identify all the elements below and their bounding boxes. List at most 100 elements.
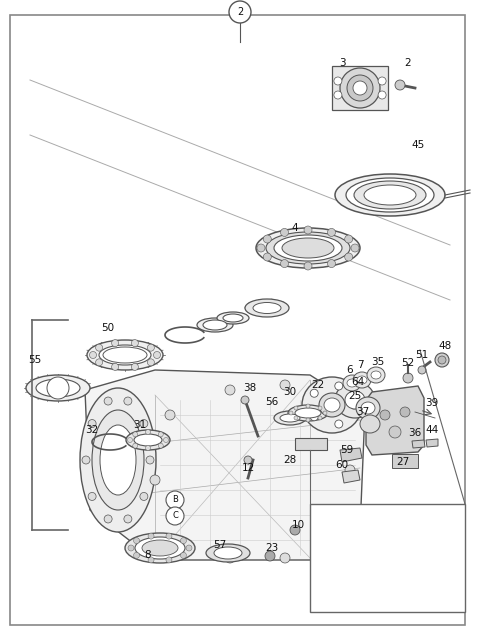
- Text: 59: 59: [340, 445, 354, 455]
- Ellipse shape: [361, 402, 375, 414]
- Circle shape: [280, 380, 290, 390]
- Ellipse shape: [282, 238, 334, 258]
- Text: 38: 38: [243, 383, 257, 393]
- Ellipse shape: [134, 434, 162, 446]
- Bar: [310, 504, 465, 612]
- Circle shape: [389, 426, 401, 438]
- Circle shape: [148, 557, 154, 563]
- Polygon shape: [340, 448, 362, 462]
- Ellipse shape: [288, 405, 328, 421]
- Text: 30: 30: [283, 387, 297, 397]
- Text: 31: 31: [133, 420, 146, 430]
- Text: 8: 8: [144, 550, 151, 560]
- Circle shape: [353, 81, 367, 95]
- Text: 36: 36: [408, 428, 421, 438]
- Text: 45: 45: [411, 140, 425, 150]
- Circle shape: [132, 364, 138, 371]
- Circle shape: [47, 377, 69, 399]
- Circle shape: [96, 344, 103, 351]
- Circle shape: [112, 364, 119, 371]
- Circle shape: [335, 395, 345, 405]
- Circle shape: [265, 551, 275, 561]
- Ellipse shape: [302, 377, 362, 433]
- Circle shape: [186, 545, 192, 551]
- Circle shape: [147, 344, 155, 351]
- Circle shape: [289, 411, 293, 415]
- Circle shape: [335, 382, 343, 390]
- Polygon shape: [85, 370, 365, 560]
- Text: 51: 51: [415, 350, 429, 360]
- Bar: [295, 438, 327, 450]
- Ellipse shape: [36, 379, 80, 397]
- Circle shape: [82, 456, 90, 464]
- Circle shape: [145, 445, 151, 451]
- Text: B: B: [172, 495, 178, 504]
- Text: 55: 55: [28, 355, 42, 365]
- Polygon shape: [342, 470, 360, 483]
- Ellipse shape: [353, 372, 371, 388]
- Circle shape: [104, 397, 112, 405]
- Circle shape: [89, 351, 96, 358]
- Circle shape: [124, 515, 132, 523]
- Circle shape: [124, 397, 132, 405]
- Text: 50: 50: [101, 323, 115, 333]
- Circle shape: [347, 75, 373, 101]
- Text: 25: 25: [348, 391, 361, 401]
- Circle shape: [280, 260, 288, 268]
- Text: 52: 52: [401, 358, 415, 368]
- Ellipse shape: [343, 375, 361, 391]
- Circle shape: [318, 406, 322, 410]
- Circle shape: [334, 91, 342, 99]
- Circle shape: [351, 244, 359, 252]
- Circle shape: [327, 228, 336, 236]
- Circle shape: [225, 553, 235, 563]
- Ellipse shape: [256, 228, 360, 268]
- Circle shape: [264, 235, 271, 243]
- Circle shape: [380, 410, 390, 420]
- Text: 56: 56: [265, 397, 278, 407]
- Ellipse shape: [223, 314, 243, 322]
- Circle shape: [280, 553, 290, 563]
- Ellipse shape: [87, 340, 163, 370]
- Polygon shape: [412, 440, 425, 448]
- Circle shape: [418, 366, 426, 374]
- Circle shape: [310, 389, 318, 397]
- Ellipse shape: [367, 367, 385, 383]
- Circle shape: [304, 262, 312, 270]
- Ellipse shape: [295, 408, 321, 418]
- Circle shape: [166, 557, 172, 563]
- Circle shape: [257, 244, 265, 252]
- Circle shape: [304, 226, 312, 234]
- Ellipse shape: [135, 537, 185, 559]
- Circle shape: [145, 429, 151, 435]
- Circle shape: [327, 260, 336, 268]
- Circle shape: [165, 543, 175, 553]
- Ellipse shape: [335, 382, 375, 418]
- Circle shape: [166, 533, 172, 539]
- Ellipse shape: [103, 347, 147, 363]
- Ellipse shape: [197, 318, 233, 332]
- Ellipse shape: [371, 371, 381, 379]
- Ellipse shape: [125, 533, 195, 563]
- Circle shape: [318, 416, 322, 420]
- Ellipse shape: [26, 375, 90, 401]
- Circle shape: [294, 416, 298, 420]
- Ellipse shape: [335, 174, 445, 216]
- Text: 10: 10: [291, 520, 305, 530]
- Circle shape: [241, 396, 249, 404]
- Circle shape: [403, 373, 413, 383]
- Ellipse shape: [217, 312, 249, 324]
- Text: 2: 2: [405, 58, 411, 68]
- Ellipse shape: [214, 547, 242, 559]
- Ellipse shape: [345, 391, 365, 409]
- Text: 23: 23: [265, 543, 278, 553]
- Text: 35: 35: [372, 357, 384, 367]
- Circle shape: [133, 432, 138, 437]
- Circle shape: [340, 68, 380, 108]
- Circle shape: [180, 552, 186, 558]
- Circle shape: [345, 235, 353, 243]
- Ellipse shape: [126, 430, 170, 450]
- Circle shape: [112, 340, 119, 347]
- Circle shape: [164, 438, 168, 442]
- Text: 27: 27: [396, 457, 409, 467]
